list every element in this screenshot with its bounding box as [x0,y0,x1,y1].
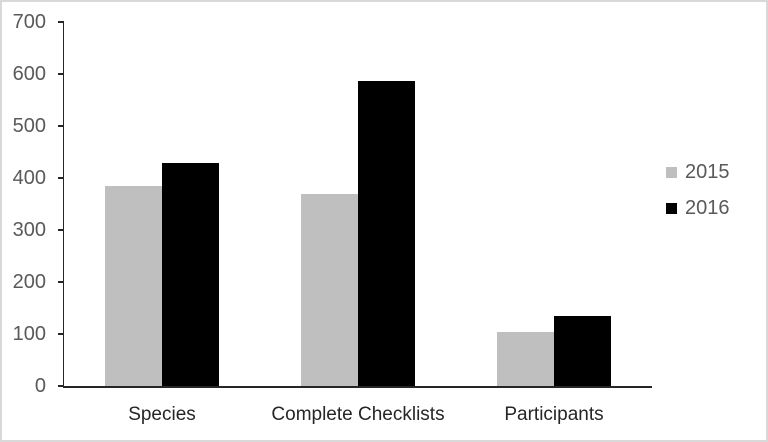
bar-participants-2016 [554,316,611,386]
y-tick-label-100: 100 [12,323,46,345]
legend-item-2016: 2016 [666,197,730,219]
y-tick-mark-200 [58,281,64,283]
y-axis-line [62,22,64,388]
y-tick-mark-500 [58,125,64,127]
y-tick-mark-400 [58,177,64,179]
legend-label-2016: 2016 [685,197,730,219]
bar-participants-2015 [497,332,554,386]
y-tick-mark-0 [58,385,64,387]
legend-label-2015: 2015 [685,161,730,183]
legend-swatch-2015 [666,166,677,178]
bar-species-2015 [105,185,162,386]
y-tick-mark-700 [58,21,64,23]
y-tick-label-0: 0 [34,375,46,397]
category-label-species: Species [128,404,196,425]
y-tick-mark-300 [58,229,64,231]
y-tick-label-600: 600 [12,63,46,85]
bar-complete-checklists-2015 [301,193,358,386]
legend-item-2015: 2015 [666,161,730,183]
y-tick-label-500: 500 [12,115,46,137]
y-tick-label-700: 700 [12,11,46,33]
category-label-complete-checklists: Complete Checklists [271,404,445,425]
y-tick-label-300: 300 [12,219,46,241]
bar-complete-checklists-2016 [358,81,415,386]
legend: 2015 2016 [666,161,730,219]
y-tick-mark-100 [58,333,64,335]
y-tick-label-400: 400 [12,167,46,189]
bar-species-2016 [162,163,219,386]
category-label-participants: Participants [504,404,604,425]
y-tick-label-200: 200 [12,271,46,293]
x-axis-line [62,386,652,388]
legend-swatch-2016 [666,202,677,214]
y-tick-mark-600 [58,73,64,75]
